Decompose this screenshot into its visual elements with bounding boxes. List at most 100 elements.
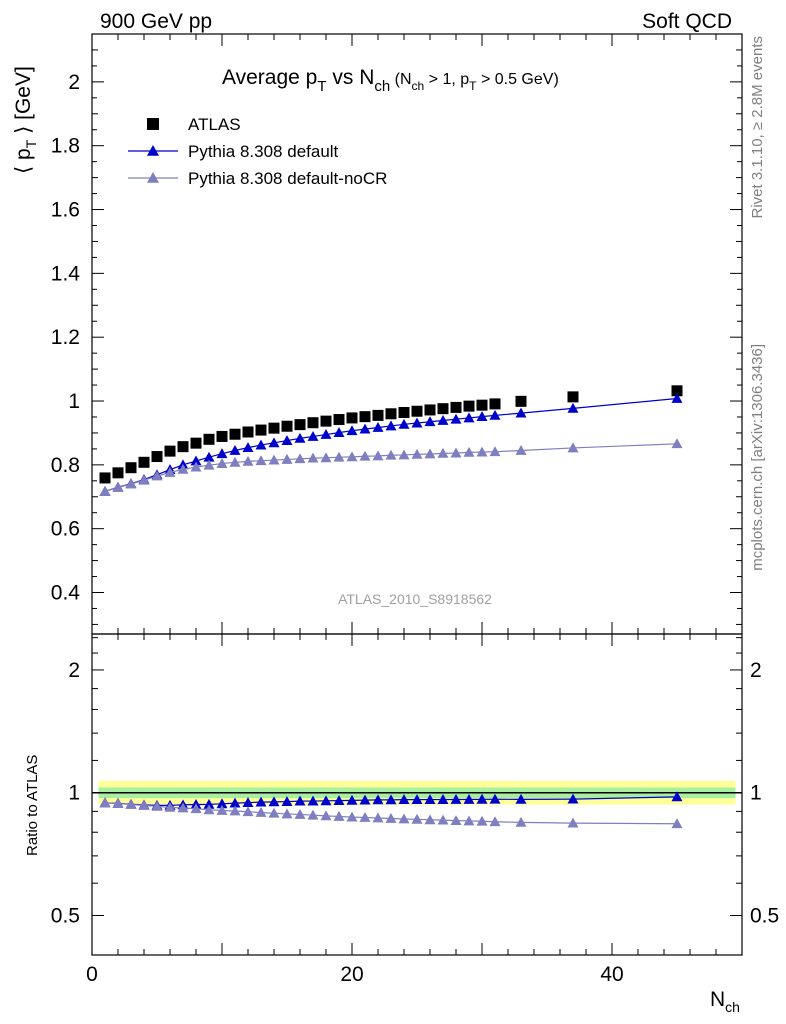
data-point-mc — [489, 409, 501, 420]
ratio-point — [320, 795, 332, 806]
y-tick-label-main: 1.2 — [51, 326, 80, 349]
data-point-mc — [307, 452, 319, 463]
ratio-point — [671, 818, 683, 829]
ratio-point — [437, 794, 449, 804]
data-point-atlas — [177, 441, 189, 453]
y-tick-label-ratio-left: 1 — [68, 782, 80, 805]
ratio-point — [307, 809, 319, 820]
ratio-point — [307, 795, 319, 806]
x-tick-label: 20 — [340, 963, 363, 986]
data-point-atlas — [255, 424, 267, 436]
data-point-atlas — [398, 407, 410, 419]
data-point-mc — [216, 458, 228, 468]
ratio-point — [242, 797, 254, 807]
data-point-mc — [424, 448, 436, 459]
ratio-panel-frame — [91, 633, 743, 956]
data-point-mc — [268, 437, 280, 448]
data-point-mc — [359, 450, 371, 461]
ratio-point — [567, 793, 579, 804]
data-point-atlas — [671, 385, 683, 397]
ratio-point — [320, 810, 332, 821]
data-point-mc — [398, 449, 410, 460]
data-point-mc — [398, 418, 410, 429]
axes: 0 20 40 0.4 0.6 0.8 1 1.2 1.4 1.6 1.8 2 0.5 0.5 1 1 2 2 — [51, 33, 779, 986]
data-point-atlas — [242, 426, 254, 438]
ratio-point — [424, 794, 436, 804]
data-point-mc — [333, 427, 345, 438]
ratio-point — [112, 798, 124, 808]
ratio-point — [216, 805, 228, 815]
legend-marker-square — [147, 118, 159, 130]
ratio-point — [450, 794, 462, 804]
ratio-point — [177, 802, 189, 813]
data-point-atlas — [216, 430, 228, 442]
data-point-mc — [346, 451, 358, 462]
data-point-atlas — [424, 404, 436, 416]
data-point-mc — [463, 412, 475, 423]
data-point-atlas — [125, 462, 137, 474]
ratio-point — [281, 808, 293, 819]
ratio-point — [411, 794, 423, 805]
data-point-mc — [281, 435, 293, 445]
data-point-mc — [411, 448, 423, 459]
data-point-atlas — [281, 420, 293, 432]
data-point-mc — [242, 455, 254, 466]
ratio-point — [671, 791, 683, 802]
data-point-mc — [190, 455, 202, 466]
y-tick-label-main: 1.4 — [51, 262, 81, 285]
data-point-atlas — [489, 398, 501, 410]
legend-marker-triangle — [147, 145, 159, 156]
data-point-atlas — [359, 411, 371, 423]
y-tick-label-ratio-right: 2 — [750, 659, 762, 682]
data-point-atlas — [112, 467, 124, 479]
data-point-mc — [489, 446, 501, 457]
ratio-point — [255, 806, 267, 817]
ratio-point — [255, 796, 267, 807]
ratio-line — [104, 796, 678, 806]
legend-marker-triangle — [147, 172, 159, 183]
ratio-point — [216, 798, 228, 809]
ratio-point — [515, 816, 527, 827]
y-tick-label-main: 2 — [68, 71, 80, 94]
header-left: 900 GeV pp — [100, 10, 212, 33]
ratio-point — [346, 794, 358, 805]
ratio-point — [294, 808, 306, 819]
data-point-mc — [99, 485, 111, 496]
ratio-point — [151, 800, 163, 811]
data-point-mc — [307, 430, 319, 441]
data-point-mc — [515, 444, 527, 455]
data-point-mc — [203, 451, 215, 462]
data-point-atlas — [567, 391, 579, 403]
ratio-point — [268, 807, 280, 818]
data-point-mc — [112, 482, 124, 492]
ratio-point — [359, 811, 371, 822]
data-point-mc — [138, 474, 150, 485]
data-point-atlas — [515, 395, 527, 407]
ratio-point — [437, 814, 449, 825]
data-point-atlas — [411, 405, 423, 417]
data-point-mc — [567, 442, 579, 453]
x-axis-label: Nch — [710, 988, 740, 1015]
data-point-atlas — [164, 445, 176, 457]
ratio-point — [476, 815, 488, 826]
data-point-atlas — [333, 414, 345, 426]
ratio-point — [229, 805, 241, 816]
ratio-point — [567, 817, 579, 828]
data-point-mc — [294, 432, 306, 443]
legend-label: Pythia 8.308 default-noCR — [188, 169, 387, 188]
data-point-atlas — [437, 403, 449, 415]
data-point-atlas — [294, 419, 306, 431]
y-tick-label-ratio-right: 1 — [750, 782, 762, 805]
y-axis-label-main: ⟨ pT ⟩ [GeV] — [12, 66, 39, 174]
ratio-point — [463, 793, 475, 804]
data-point-mc — [346, 425, 358, 436]
data-point-mc — [450, 447, 462, 458]
x-tick-label: 40 — [600, 963, 623, 986]
data-point-mc — [476, 446, 488, 457]
data-point-atlas — [463, 400, 475, 412]
ratio-point — [385, 794, 397, 805]
y-tick-label-main: 0.4 — [51, 582, 81, 605]
y-tick-label-main: 0.6 — [51, 518, 80, 541]
data-point-atlas — [385, 408, 397, 420]
